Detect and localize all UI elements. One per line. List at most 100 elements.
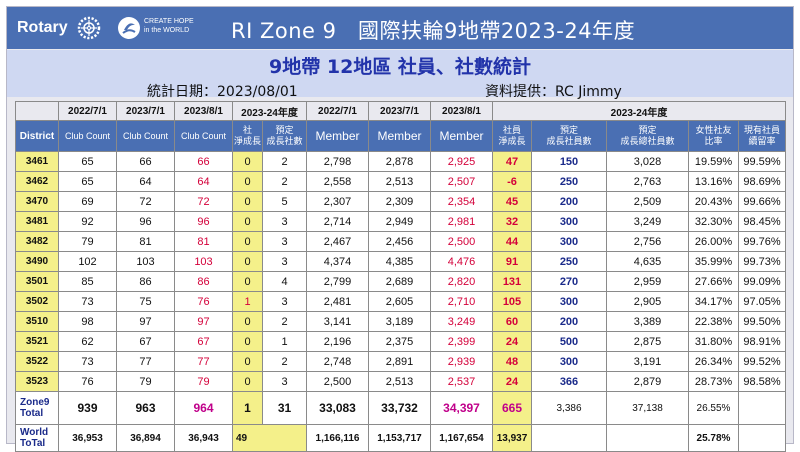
table-cell: 98: [58, 311, 117, 332]
table-cell: 0: [232, 231, 263, 252]
table-cell: 270: [531, 271, 607, 292]
table-cell: 3,189: [368, 311, 431, 332]
table-cell: 2,714: [306, 211, 369, 232]
header-cell-line: 現有社員: [743, 125, 780, 135]
table-cell: 99.73%: [738, 251, 786, 272]
table-cell: 86: [116, 271, 175, 292]
world-total-label-line: ToTal: [20, 438, 46, 449]
table-cell: 36,894: [116, 424, 175, 452]
table-cell: 44: [492, 231, 532, 252]
header-cell-line: 預定: [275, 125, 294, 135]
table-cell: 3: [262, 291, 307, 312]
district-cell: 3482: [15, 231, 59, 252]
table-cell: 85: [58, 271, 117, 292]
table-cell: 2,798: [306, 151, 369, 172]
table-cell: 2,981: [430, 211, 493, 232]
table-cell: 65: [58, 151, 117, 172]
table-cell: 2,513: [368, 171, 431, 192]
table-row: 3521 62 67 67 0 1 2,196 2,375 2,399 24 500 2,875 31.…: [15, 331, 786, 352]
table-cell: 2,820: [430, 271, 493, 292]
table-row: 3482 79 81 81 0 3 2,467 2,456 2,500 44 300 2,756 26.…: [15, 231, 786, 252]
table-cell: 34,397: [430, 391, 493, 425]
table-cell: 3,249: [606, 211, 689, 232]
table-cell: 4,476: [430, 251, 493, 272]
subtitle-band: [7, 50, 793, 97]
header-cell: 2023/7/1: [368, 101, 431, 121]
table-cell: 65: [58, 171, 117, 192]
table-cell: 28.73%: [688, 371, 739, 392]
zone-total-label: Zone9 Total: [15, 391, 59, 425]
table-cell: 97: [174, 311, 233, 332]
table-cell: 69: [58, 191, 117, 212]
table-cell: 3,389: [606, 311, 689, 332]
district-cell: 3510: [15, 311, 59, 332]
header-cell: 預定 成長社數: [262, 120, 307, 152]
create-hope-line2: in the WORLD: [144, 27, 190, 34]
header-cell-line: 成長社員數: [546, 136, 592, 146]
table-cell: 2,875: [606, 331, 689, 352]
report-frame: Rotary CREATE HOPE in the WORLD RI Zone …: [6, 6, 794, 452]
table-cell: 939: [58, 391, 117, 425]
table-cell: 1: [232, 391, 263, 425]
title-banner: Rotary CREATE HOPE in the WORLD RI Zone …: [7, 7, 793, 49]
table-row: 3522 73 77 77 0 2 2,748 2,891 2,939 48 300 3,191 26.…: [15, 351, 786, 372]
table-cell: 2: [262, 171, 307, 192]
header-cell: 2023/8/1: [430, 101, 493, 121]
table-cell: 0: [232, 191, 263, 212]
table-cell: 67: [174, 331, 233, 352]
table-cell: 0: [232, 371, 263, 392]
table-cell: 79: [58, 231, 117, 252]
table-cell: 2,748: [306, 351, 369, 372]
table-row: 3461 65 66 66 0 2 2,798 2,878 2,925 47 150 3,028 19.…: [15, 151, 786, 172]
table-cell: 963: [116, 391, 175, 425]
table-cell: 1: [262, 331, 307, 352]
table-cell: 24: [492, 371, 532, 392]
table-cell: 2,689: [368, 271, 431, 292]
table-cell: 64: [174, 171, 233, 192]
table-cell: 300: [531, 211, 607, 232]
table-cell: 64: [116, 171, 175, 192]
district-cell: 3490: [15, 251, 59, 272]
report-subtitle: 9地帶 12地區 社員、社數統計: [269, 56, 531, 78]
table-cell: 2,891: [368, 351, 431, 372]
table-cell: 102: [58, 251, 117, 272]
table-cell: 98.45%: [738, 211, 786, 232]
table-cell: 77: [116, 351, 175, 372]
header-cell: Club Count: [58, 120, 117, 152]
table-cell: 4,374: [306, 251, 369, 272]
header-cell: Member: [306, 120, 369, 152]
table-cell: 0: [232, 351, 263, 372]
table-totals: Zone9 Total 939 963 964 1 31 33,083 33,7…: [15, 391, 786, 452]
table-cell: 72: [116, 191, 175, 212]
table-header-row-columns: District Club Count Club Count Club Coun…: [15, 120, 786, 152]
table-cell: 4,635: [606, 251, 689, 272]
zone-total-label-line: Zone9: [20, 397, 50, 408]
header-cell-line: 成長總社員數: [620, 136, 675, 146]
table-row: 3510 98 97 97 0 2 3,141 3,189 3,249 60 200 3,389 22.…: [15, 311, 786, 332]
table-cell: 33,732: [368, 391, 431, 425]
header-cell: [15, 101, 59, 121]
table-cell: 35.99%: [688, 251, 739, 272]
table-cell: 76: [174, 291, 233, 312]
header-cell-line: 社: [242, 125, 252, 135]
table-cell: 81: [116, 231, 175, 252]
table-cell: 2,959: [606, 271, 689, 292]
table-cell: 26.00%: [688, 231, 739, 252]
table-cell: 2,537: [430, 371, 493, 392]
rotary-wheel-icon: [77, 16, 101, 40]
table-cell: 2,513: [368, 371, 431, 392]
table-cell: 99.09%: [738, 271, 786, 292]
header-cell: 預定 成長總社員數: [606, 120, 689, 152]
table-cell: 32.30%: [688, 211, 739, 232]
header-cell: 2023-24年度: [232, 101, 307, 121]
table-cell: 2,375: [368, 331, 431, 352]
table-cell: 31.80%: [688, 331, 739, 352]
table-cell: 47: [492, 151, 532, 172]
rotary-logo-text: Rotary: [17, 19, 68, 36]
header-cell-line: 淨成長: [233, 136, 261, 146]
table-body: 3461 65 66 66 0 2 2,798 2,878 2,925 47 150 3,028 19.…: [15, 151, 786, 392]
table-cell: 76: [58, 371, 117, 392]
table-cell: 3,141: [306, 311, 369, 332]
world-total-label-line: World: [20, 427, 49, 438]
table-cell: 0: [232, 311, 263, 332]
